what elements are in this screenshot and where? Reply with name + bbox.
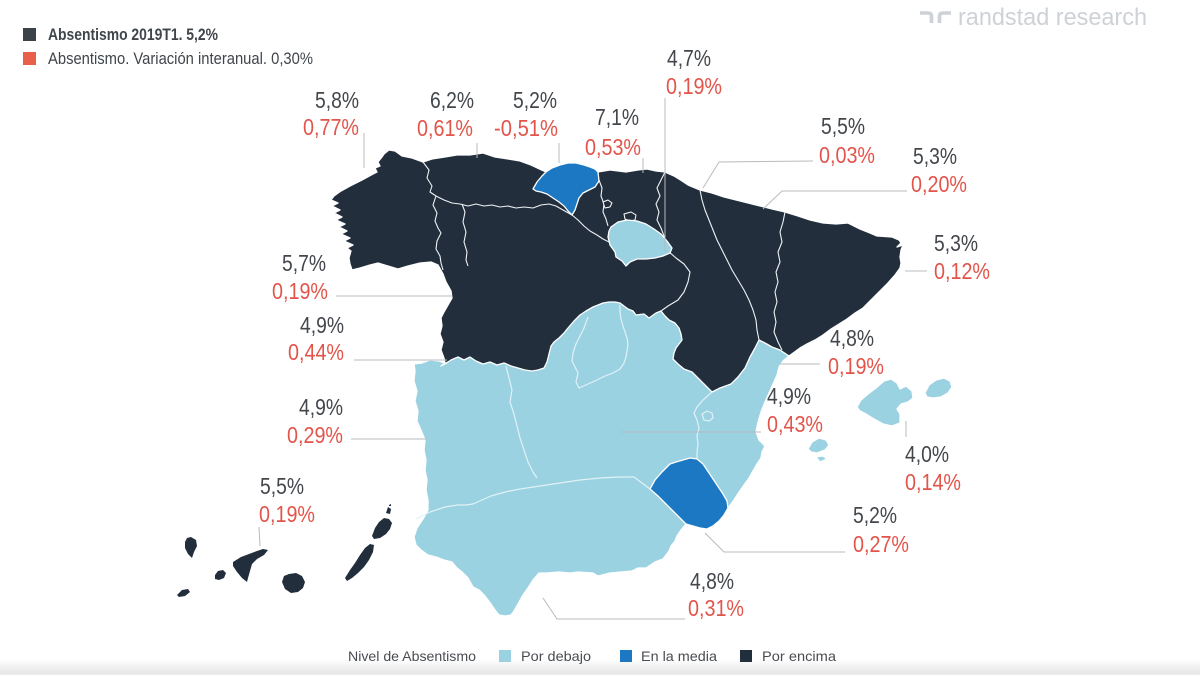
svg-text:0,44%: 0,44% [288,339,344,365]
svg-text:0,19%: 0,19% [666,73,722,99]
svg-text:0,19%: 0,19% [272,278,328,304]
svg-text:4,9%: 4,9% [299,394,343,420]
svg-text:5,5%: 5,5% [821,113,865,139]
svg-text:0,03%: 0,03% [819,142,875,168]
svg-text:Nivel de Absentismo: Nivel de Absentismo [348,648,476,664]
svg-text:0,31%: 0,31% [688,595,744,621]
svg-text:En la media: En la media [641,648,717,664]
svg-text:6,2%: 6,2% [430,87,474,113]
svg-text:5,8%: 5,8% [315,87,359,113]
svg-text:5,5%: 5,5% [260,473,304,499]
svg-text:7,1%: 7,1% [595,104,639,130]
svg-text:Absentismo. Variación interanu: Absentismo. Variación interanual. 0,30% [48,49,313,68]
svg-text:0,29%: 0,29% [287,422,343,448]
svg-text:Por encima: Por encima [762,648,836,664]
svg-text:4,9%: 4,9% [300,312,344,338]
svg-text:4,7%: 4,7% [667,45,711,71]
svg-text:-0,51%: -0,51% [494,115,558,141]
svg-text:0,12%: 0,12% [934,258,990,284]
svg-text:0,14%: 0,14% [905,469,961,495]
svg-text:5,3%: 5,3% [934,230,978,256]
svg-text:Por debajo: Por debajo [521,648,591,664]
svg-text:0,19%: 0,19% [259,501,315,527]
svg-text:4,8%: 4,8% [830,325,874,351]
svg-text:5,3%: 5,3% [913,143,957,169]
svg-text:0,77%: 0,77% [303,114,359,140]
svg-text:4,0%: 4,0% [905,441,949,467]
svg-text:5,2%: 5,2% [513,87,557,113]
svg-text:0,20%: 0,20% [911,171,967,197]
svg-text:0,27%: 0,27% [853,531,909,557]
svg-text:0,43%: 0,43% [767,411,823,437]
svg-text:0,53%: 0,53% [585,134,641,160]
svg-text:0,61%: 0,61% [417,115,473,141]
svg-text:5,2%: 5,2% [853,502,897,528]
svg-text:4,8%: 4,8% [690,568,734,594]
svg-text:0,19%: 0,19% [828,353,884,379]
svg-text:5,7%: 5,7% [282,250,326,276]
svg-text:Absentismo 2019T1. 5,2%: Absentismo 2019T1. 5,2% [48,25,218,44]
svg-text:4,9%: 4,9% [767,383,811,409]
svg-text:randstad research: randstad research [958,4,1147,31]
